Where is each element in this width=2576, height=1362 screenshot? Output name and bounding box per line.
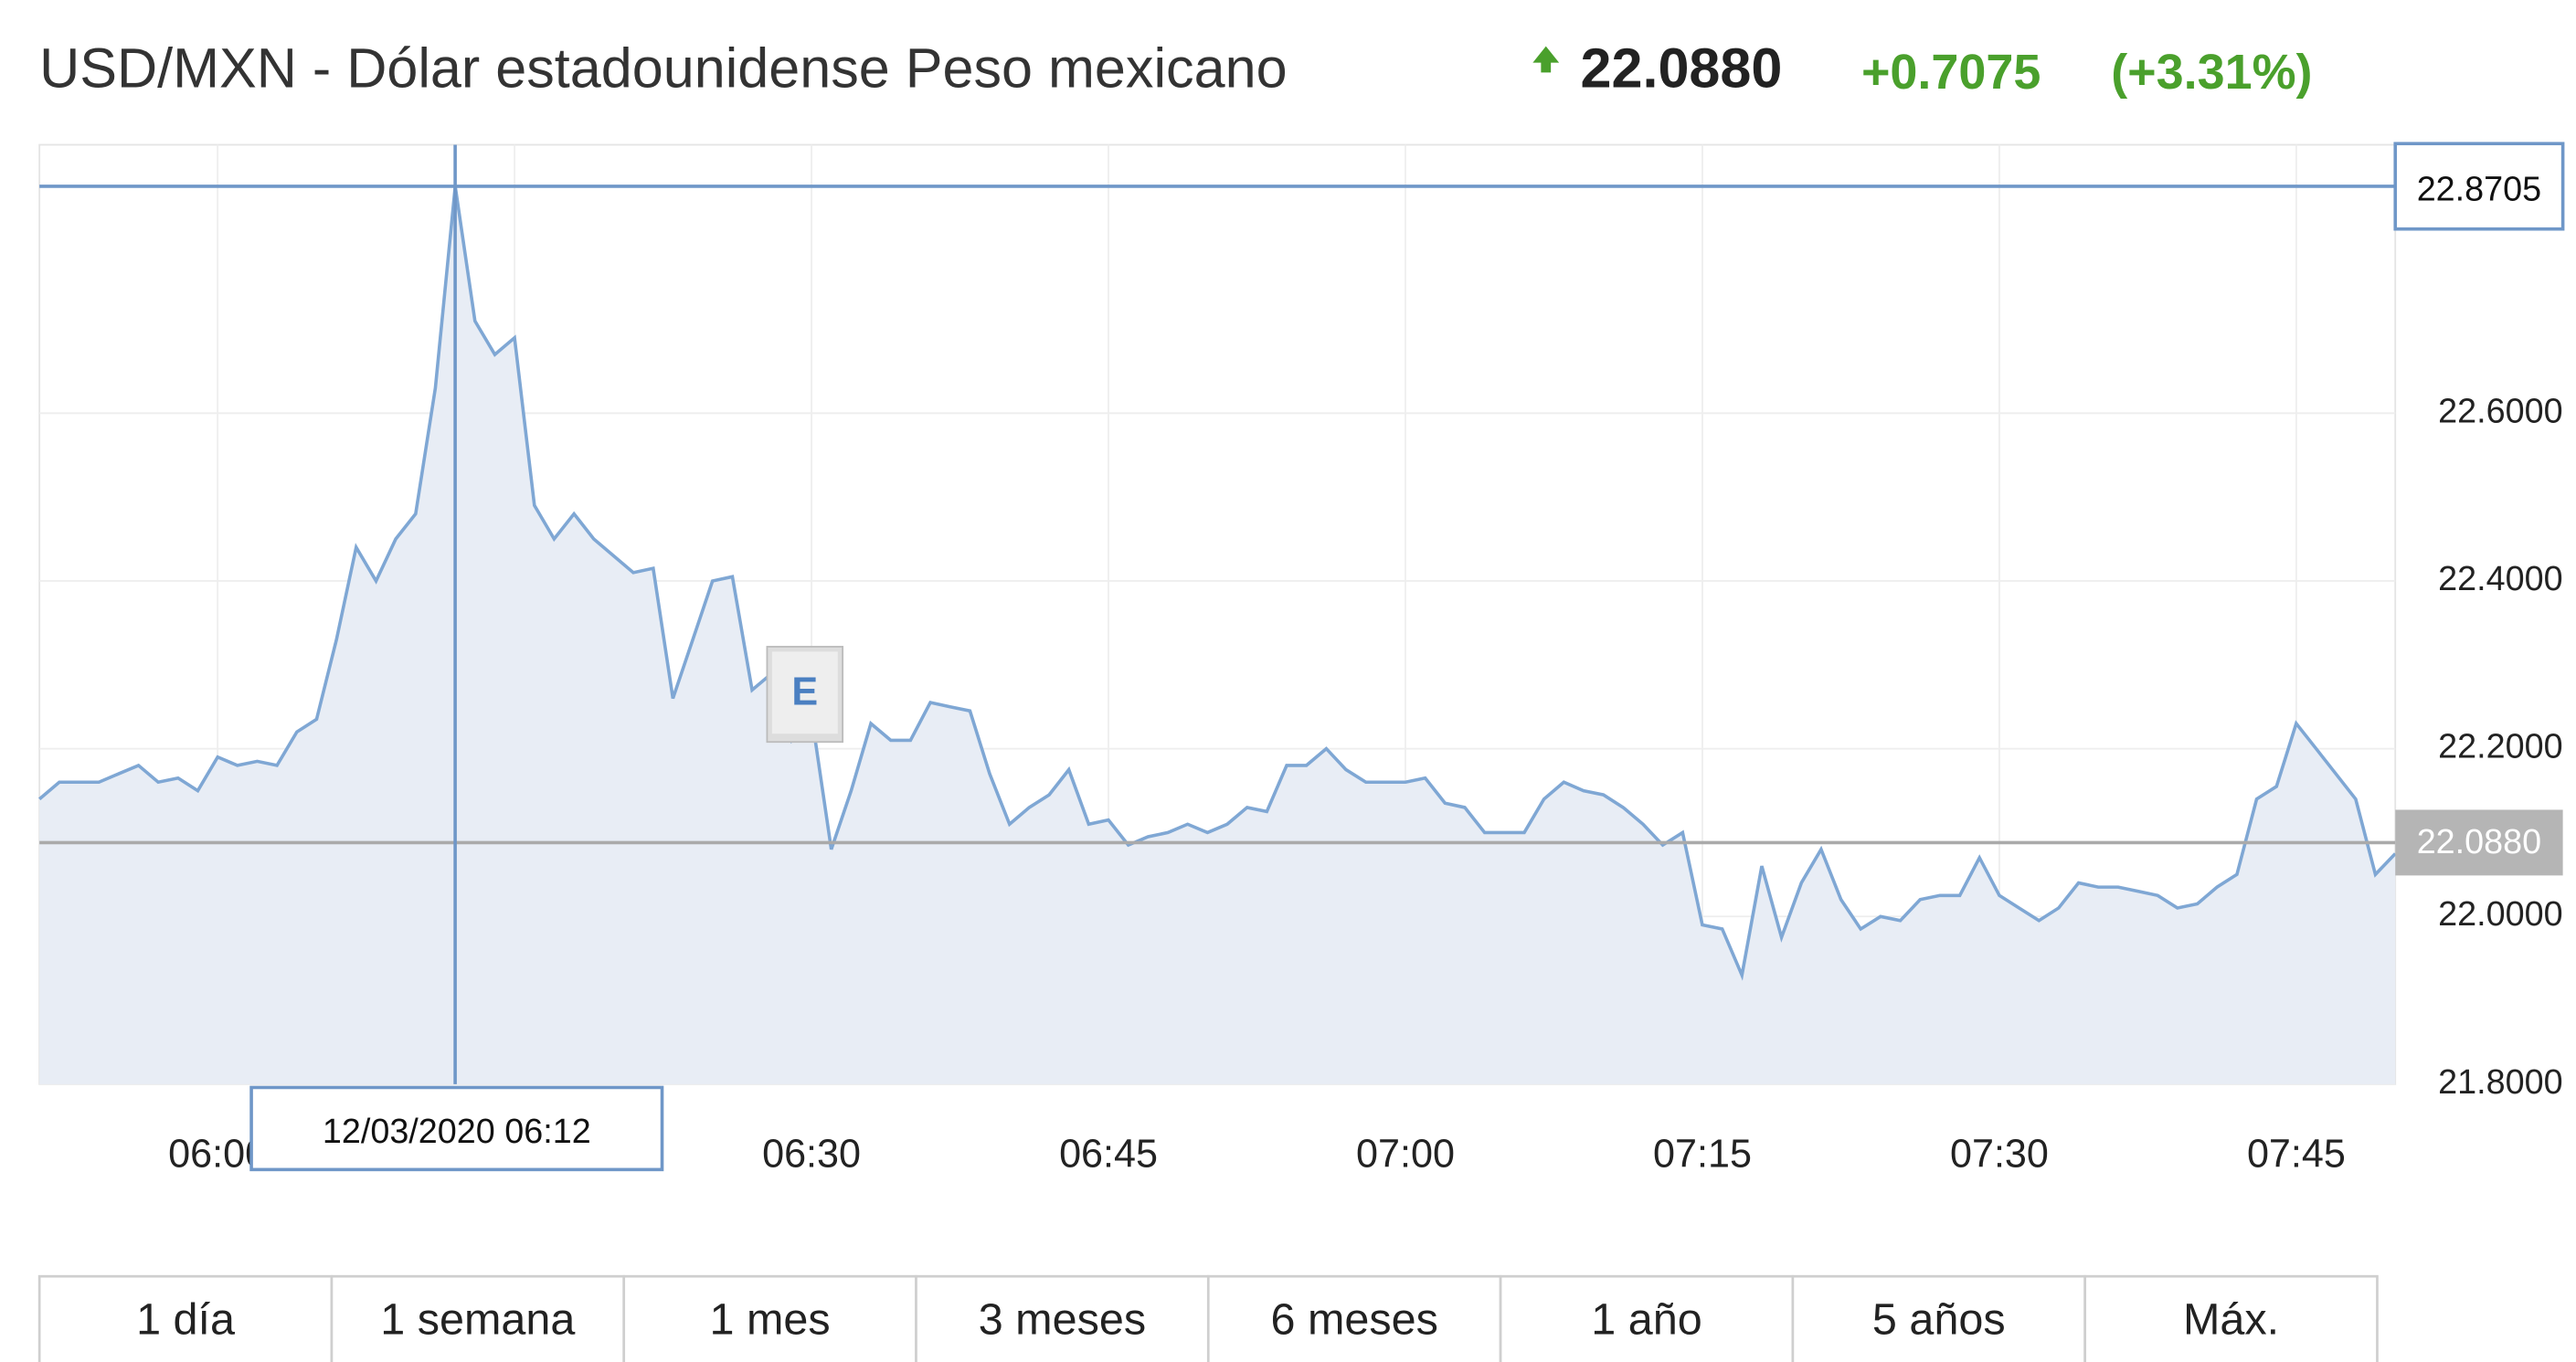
range-button-label: 3 meses — [979, 1294, 1146, 1344]
change-percent: (+3.31%) — [2111, 45, 2312, 100]
plot-area: 21.800022.000022.200022.400022.600006:00… — [37, 142, 2565, 1176]
crosshair-date-label: 12/03/2020 06:12 — [323, 1112, 591, 1150]
last-price-box — [2395, 809, 2563, 876]
event-label: E — [791, 670, 818, 713]
range-buttons: 1 día 1 semana 1 mes 3 meses 6 meses 1 año 5 a… — [37, 1274, 2379, 1362]
range-button-label: 1 mes — [710, 1294, 831, 1344]
range-button-label: Máx. — [2183, 1294, 2279, 1344]
crosshair-value-label: 22.8705 — [2417, 169, 2541, 207]
price-line — [37, 185, 2397, 981]
event-marker-face — [771, 651, 838, 734]
range-button-label: 1 día — [136, 1294, 235, 1344]
area-fill — [39, 185, 2396, 1084]
crosshair-value-box — [2393, 142, 2565, 231]
y-tick-label: 22.2000 — [2438, 727, 2562, 765]
x-tick-label: 06:30 — [762, 1132, 861, 1176]
crosshair-date-box — [249, 1085, 664, 1172]
range-button[interactable] — [1791, 1274, 2087, 1362]
range-button-label: 1 año — [1591, 1294, 1701, 1344]
x-tick-label: 06:45 — [1059, 1132, 1158, 1176]
title: USD/MXN - Dólar estadounidense Peso mexi… — [39, 37, 1287, 100]
price: 22.0880 — [1581, 37, 1783, 100]
x-tick-label: 07:30 — [1950, 1132, 2049, 1176]
y-tick-label: 21.8000 — [2438, 1062, 2562, 1101]
x-tick-label: 07:00 — [1356, 1132, 1455, 1176]
range-button-label: 6 meses — [1270, 1294, 1437, 1344]
x-tick-label: 07:15 — [1653, 1132, 1752, 1176]
change: +0.7075 — [1861, 45, 2041, 100]
range-button[interactable] — [1499, 1274, 1795, 1362]
y-tick-label: 22.0000 — [2438, 894, 2562, 933]
last-price-label: 22.0880 — [2417, 822, 2541, 860]
range-button[interactable] — [1206, 1274, 1502, 1362]
y-tick-label: 22.6000 — [2438, 391, 2562, 429]
range-button-label: 5 años — [1872, 1294, 2006, 1344]
range-button[interactable] — [2083, 1274, 2379, 1362]
x-tick-label: 07:45 — [2247, 1132, 2346, 1176]
y-tick-label: 22.4000 — [2438, 559, 2562, 597]
up-arrow — [1532, 46, 1560, 73]
range-button-label: 1 semana — [380, 1294, 575, 1344]
